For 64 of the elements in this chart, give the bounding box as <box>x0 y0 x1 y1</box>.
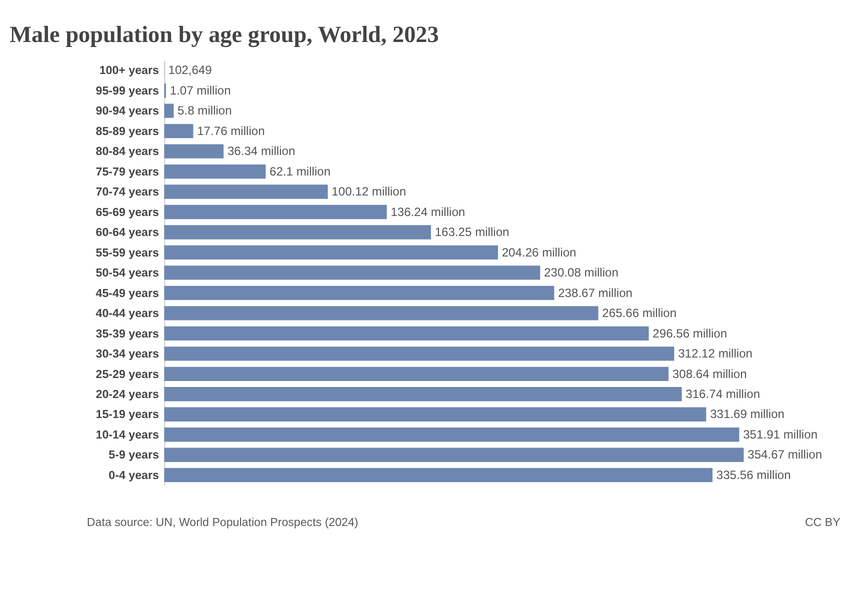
y-tick-label: 65-69 years <box>96 206 159 219</box>
bar <box>164 468 713 482</box>
data-label: 308.64 million <box>672 366 747 381</box>
bar <box>164 407 706 422</box>
bar <box>164 387 682 402</box>
y-tick-label: 70-74 years <box>96 186 159 199</box>
y-tick-label: 30-34 years <box>96 348 159 361</box>
data-label: 296.56 million <box>652 326 728 340</box>
bar <box>164 245 498 260</box>
data-label: 230.08 million <box>544 266 618 280</box>
y-tick-label: 55-59 years <box>96 247 159 260</box>
data-label: 136.24 million <box>390 204 466 219</box>
bar <box>164 366 669 381</box>
bar <box>164 306 598 320</box>
bar <box>164 448 744 462</box>
y-tick-label: 40-44 years <box>96 308 159 320</box>
y-tick-label: 90-94 years <box>96 106 159 118</box>
chart-title: Male population by age group, World, 2023 <box>10 22 439 48</box>
y-tick-label: 10-14 years <box>96 429 159 442</box>
y-tick-label: 5-9 years <box>108 450 159 462</box>
y-tick-label: 100+ years <box>99 65 159 78</box>
data-label: 163.25 million <box>434 225 510 240</box>
bar <box>164 104 174 118</box>
y-tick-label: 50-54 years <box>96 268 159 280</box>
data-label: 331.69 million <box>710 407 784 422</box>
y-tick-label: 45-49 years <box>96 288 159 300</box>
y-tick-label: 80-84 years <box>96 146 159 158</box>
data-label: 5.8 million <box>178 104 232 118</box>
bar <box>164 266 540 280</box>
data-label: 265.66 million <box>602 306 677 320</box>
data-label: 354.67 million <box>748 448 822 462</box>
y-tick-label: 25-29 years <box>96 368 159 381</box>
bar <box>164 286 554 300</box>
bar <box>164 326 649 341</box>
source-note: Data source: UN, World Population Prospects (2024) <box>86 516 358 529</box>
bar <box>164 164 266 179</box>
data-label: 1.07 million <box>170 83 231 98</box>
data-label: 312.12 million <box>678 346 753 361</box>
y-tick-label: 0-4 years <box>108 470 159 482</box>
data-label: 36.34 million <box>227 144 296 158</box>
data-label: 351.91 million <box>743 427 818 442</box>
y-tick-label: 35-39 years <box>96 328 159 340</box>
data-label: 238.67 million <box>558 286 632 300</box>
bar <box>164 124 194 138</box>
y-tick-label: 85-89 years <box>96 126 159 138</box>
bar <box>164 225 431 240</box>
y-tick-label: 20-24 years <box>96 389 159 402</box>
data-label: 204.26 million <box>502 245 576 260</box>
data-label: 62.1 million <box>270 164 331 178</box>
bar <box>164 346 674 361</box>
y-tick-label: 95-99 years <box>96 85 159 98</box>
data-label: 17.76 million <box>197 124 265 138</box>
bar <box>164 204 387 220</box>
y-tick-label: 15-19 years <box>96 409 159 422</box>
y-tick-label: 60-64 years <box>96 227 159 240</box>
bar <box>164 144 224 158</box>
data-label: 316.74 million <box>686 387 760 402</box>
data-label: 102,649 <box>168 63 212 78</box>
data-label: 335.56 million <box>716 468 791 482</box>
bar <box>164 428 740 442</box>
bar <box>164 184 328 199</box>
data-label: 100.12 million <box>332 184 406 199</box>
y-tick-label: 75-79 years <box>96 166 159 178</box>
text: CC BY <box>804 516 841 529</box>
